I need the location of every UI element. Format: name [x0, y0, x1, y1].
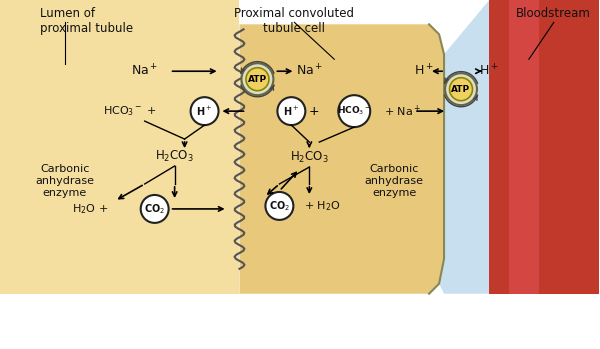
Polygon shape: [489, 0, 599, 294]
Circle shape: [338, 95, 370, 127]
Text: H$^+$: H$^+$: [196, 105, 213, 118]
Text: CO$_2$: CO$_2$: [144, 202, 165, 216]
Circle shape: [265, 192, 293, 220]
Text: H$_2$O +: H$_2$O +: [71, 202, 108, 216]
Text: Carbonic
anhydrase
enzyme: Carbonic anhydrase enzyme: [35, 164, 94, 198]
Text: HCO$_3$$^-$: HCO$_3$$^-$: [337, 105, 371, 117]
Polygon shape: [439, 0, 489, 294]
Text: Na$^+$: Na$^+$: [131, 64, 158, 79]
Polygon shape: [509, 0, 539, 294]
FancyBboxPatch shape: [0, 0, 239, 294]
Circle shape: [140, 195, 169, 223]
Polygon shape: [539, 0, 569, 294]
Circle shape: [191, 97, 218, 125]
Text: H$_2$CO$_3$: H$_2$CO$_3$: [290, 149, 329, 165]
Text: HCO$_3$$^-$ +: HCO$_3$$^-$ +: [103, 104, 157, 118]
Text: +: +: [309, 105, 320, 118]
Circle shape: [445, 73, 477, 105]
Text: Na$^+$: Na$^+$: [296, 64, 323, 79]
Text: + H$_2$O: + H$_2$O: [304, 199, 341, 213]
Text: H$_2$CO$_3$: H$_2$CO$_3$: [155, 148, 194, 164]
Text: ATP: ATP: [451, 85, 470, 94]
Circle shape: [241, 63, 274, 95]
Polygon shape: [239, 24, 444, 294]
Text: H$^+$: H$^+$: [479, 64, 499, 79]
Text: H$^+$: H$^+$: [283, 105, 299, 118]
Text: CO$_2$: CO$_2$: [269, 199, 290, 213]
Circle shape: [277, 97, 305, 125]
Text: Bloodstream: Bloodstream: [517, 7, 591, 20]
Text: Lumen of
proximal tubule: Lumen of proximal tubule: [40, 7, 133, 35]
Text: ATP: ATP: [248, 75, 267, 84]
Text: + Na$^+$: + Na$^+$: [384, 104, 421, 119]
Circle shape: [449, 78, 473, 101]
Text: Carbonic
anhydrase
enzyme: Carbonic anhydrase enzyme: [365, 164, 424, 198]
Text: Proximal convoluted
tubule cell: Proximal convoluted tubule cell: [235, 7, 355, 35]
Circle shape: [246, 68, 269, 91]
Text: H$^+$: H$^+$: [414, 64, 434, 79]
